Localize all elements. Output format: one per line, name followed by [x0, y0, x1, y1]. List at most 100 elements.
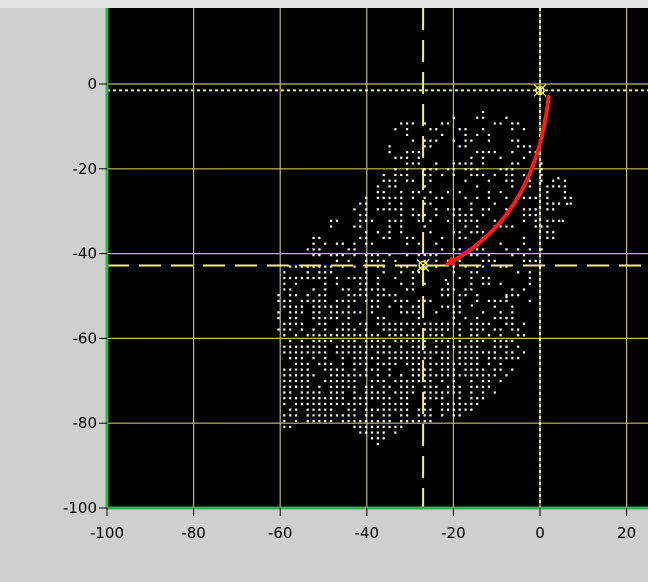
y-axis-ticks: 0 -20 -40 -60 -80 -100	[63, 75, 107, 517]
data-point	[499, 242, 502, 245]
data-point	[458, 391, 461, 394]
data-point	[324, 368, 327, 371]
data-point	[476, 351, 479, 354]
data-point	[388, 420, 391, 423]
data-point	[476, 265, 479, 268]
data-point	[394, 299, 397, 303]
data-point	[405, 133, 409, 137]
data-point	[294, 311, 298, 314]
data-point	[318, 265, 321, 268]
data-point	[435, 374, 438, 377]
data-point	[300, 357, 303, 360]
data-point	[376, 196, 379, 199]
data-point	[476, 168, 479, 171]
data-point	[499, 345, 502, 348]
data-point	[499, 156, 502, 159]
data-point	[435, 391, 438, 394]
data-point	[283, 271, 286, 274]
data-point	[429, 391, 432, 394]
data-point	[312, 414, 315, 417]
data-point	[464, 408, 467, 411]
data-point	[324, 271, 327, 274]
data-point	[300, 362, 303, 365]
data-point	[388, 402, 391, 406]
data-point	[429, 374, 432, 377]
data-point	[400, 339, 403, 343]
data-point	[347, 334, 350, 337]
data-point	[312, 402, 315, 406]
data-point	[417, 271, 420, 274]
data-point	[312, 345, 315, 348]
data-point	[353, 374, 356, 377]
data-point	[318, 322, 321, 325]
data-point	[481, 374, 485, 377]
data-point	[458, 248, 461, 251]
data-point	[417, 339, 420, 343]
data-point	[464, 357, 467, 360]
data-point	[493, 122, 496, 125]
data-point	[382, 414, 385, 417]
data-point	[347, 305, 350, 308]
data-point	[505, 345, 508, 348]
data-point	[365, 322, 368, 325]
data-point	[329, 420, 333, 423]
data-point	[400, 156, 403, 159]
data-point	[464, 288, 467, 291]
data-point	[511, 357, 514, 360]
data-point	[353, 368, 356, 371]
data-point	[400, 265, 403, 268]
data-point	[300, 276, 303, 280]
data-point	[417, 242, 420, 245]
data-point	[312, 311, 315, 314]
data-point	[446, 322, 450, 325]
data-point	[464, 368, 467, 371]
data-point	[359, 213, 362, 217]
data-point	[470, 276, 473, 280]
data-point	[441, 173, 444, 177]
data-point	[306, 385, 309, 388]
data-point	[365, 391, 368, 394]
data-point	[324, 351, 327, 354]
data-point	[405, 288, 409, 291]
data-point	[511, 316, 514, 320]
data-point	[452, 116, 455, 119]
data-point	[359, 219, 362, 222]
data-point	[365, 242, 368, 245]
data-point	[487, 379, 491, 383]
data-point	[394, 339, 397, 343]
data-point	[341, 254, 344, 257]
data-point	[423, 213, 426, 217]
data-point	[470, 334, 473, 337]
data-point	[446, 391, 450, 394]
cursor-marker[interactable]	[535, 85, 545, 96]
data-point	[476, 316, 479, 320]
data-point	[481, 339, 485, 343]
data-point	[329, 368, 333, 371]
data-point	[511, 162, 514, 165]
data-point	[435, 334, 438, 337]
data-point	[335, 414, 339, 417]
data-point	[411, 334, 415, 337]
data-point	[318, 305, 321, 308]
data-point	[359, 282, 362, 285]
data-point	[476, 294, 479, 297]
data-point	[359, 322, 362, 325]
data-point	[359, 402, 362, 406]
cursor-marker[interactable]	[418, 260, 428, 271]
data-point	[324, 414, 327, 417]
data-point	[405, 408, 409, 411]
data-point	[365, 351, 368, 354]
data-point	[353, 276, 356, 280]
data-point	[294, 334, 298, 337]
data-point	[365, 397, 368, 400]
data-point	[423, 225, 426, 228]
data-point	[312, 299, 315, 303]
data-point	[289, 305, 292, 308]
data-point	[481, 385, 485, 388]
data-point	[277, 311, 280, 314]
data-point	[423, 168, 426, 171]
data-point	[405, 156, 409, 159]
data-point	[511, 328, 514, 331]
data-point	[376, 288, 379, 291]
data-point	[365, 345, 368, 348]
